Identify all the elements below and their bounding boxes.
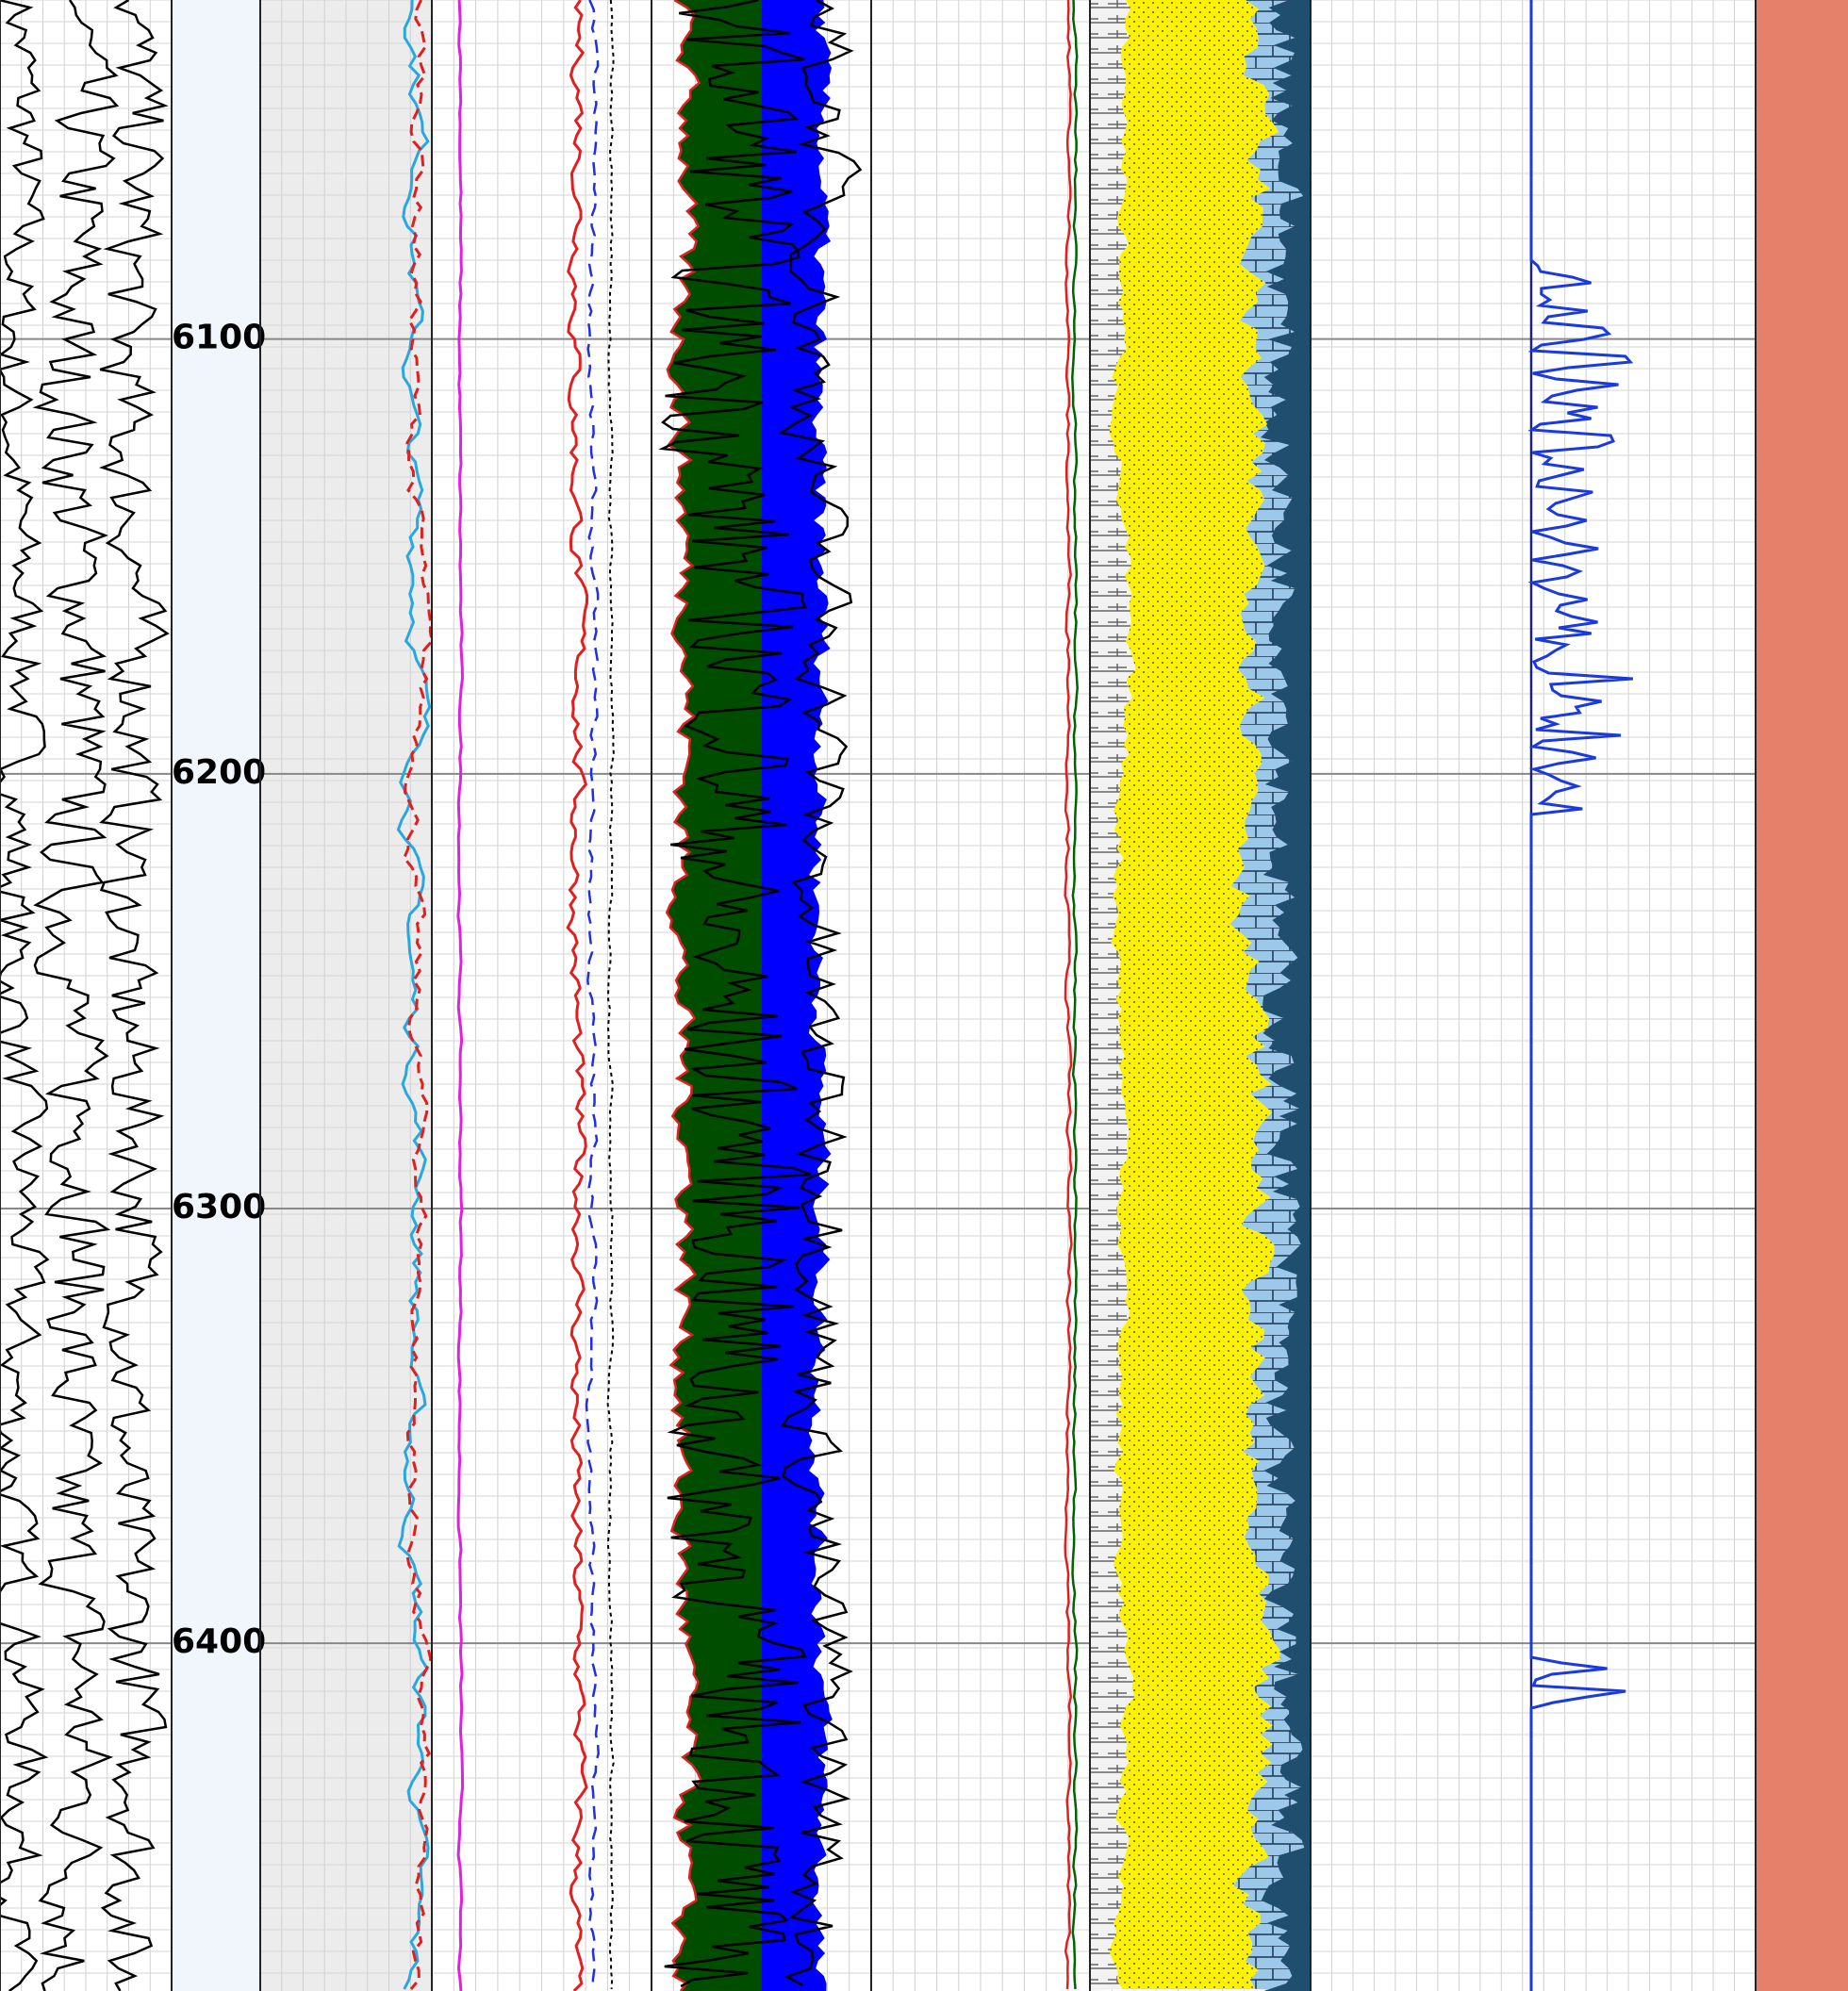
grid (0, 0, 1756, 1991)
track-fill (1756, 0, 1848, 1991)
curve (98, 0, 170, 1991)
curve (778, 0, 863, 1987)
fill-area (1109, 0, 1280, 1989)
curve (1071, 0, 1079, 1990)
curves (0, 0, 1634, 1991)
curve (456, 0, 465, 1991)
depth-label: 6300 (172, 1188, 266, 1226)
curve (32, 0, 120, 1991)
depth-labels: 6100 6200 6300 6400 (172, 319, 266, 1661)
track-borders (0, 0, 1757, 1991)
curve (1064, 0, 1073, 1990)
fill-area (1090, 0, 1136, 1991)
curve (1527, 0, 1634, 1991)
curve (585, 0, 600, 1990)
depth-label: 6100 (172, 319, 266, 357)
curve (665, 0, 702, 1991)
curve (0, 0, 50, 1991)
depth-label: 6400 (172, 1622, 266, 1661)
curve (566, 0, 589, 1991)
depth-track-bg (172, 0, 260, 1991)
curve (658, 0, 812, 1988)
curve (606, 0, 615, 1990)
curve (403, 0, 434, 1990)
depth-label: 6200 (172, 753, 266, 792)
fill-area (1261, 0, 1311, 1991)
